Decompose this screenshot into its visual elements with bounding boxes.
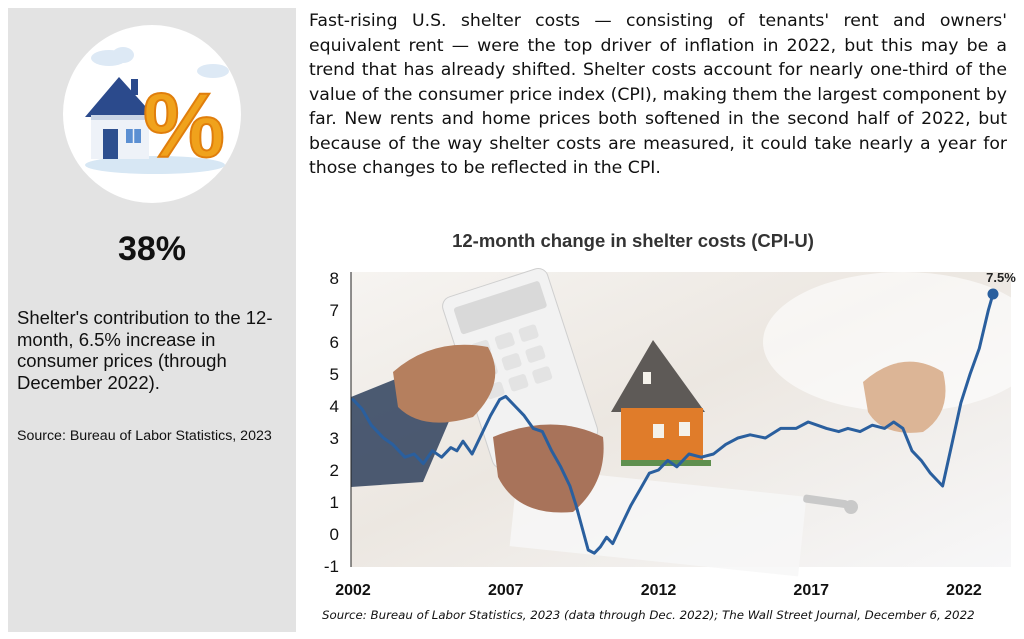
svg-text:%: % (143, 75, 225, 177)
house-percent-icon: % (63, 25, 241, 203)
y-tick-label: 3 (330, 429, 339, 448)
x-tick-label: 2002 (335, 582, 371, 599)
shelter-cost-chart: -1 0 1 2 3 4 5 6 7 8 2002 2007 2012 2017 2022 7.5% 12… (324, 230, 1016, 599)
y-tick-label: 2 (330, 461, 339, 480)
y-tick-label: 7 (330, 301, 339, 320)
stat-description: Shelter's contribution to the 12-month, … (17, 307, 273, 393)
end-point (987, 288, 999, 300)
y-tick-label: 4 (330, 397, 339, 416)
y-tick-label: 8 (330, 269, 339, 288)
stat-value: 38% (117, 230, 187, 268)
x-tick-label: 2007 (488, 582, 524, 599)
intro-paragraph: Fast-rising U.S. shelter costs — consist… (309, 11, 1007, 178)
chart-title: 12-month change in shelter costs (CPI-U) (452, 230, 814, 251)
sidebar-source: Source: Bureau of Labor Statistics, 2023 (17, 428, 272, 444)
x-tick-label: 2017 (793, 582, 829, 599)
y-tick-label: 1 (330, 493, 339, 512)
end-point-label: 7.5% (986, 270, 1016, 285)
y-tick-label: 5 (330, 365, 339, 384)
y-tick-label: 0 (330, 525, 339, 544)
background-photo (351, 268, 1016, 577)
x-tick-label: 2022 (946, 582, 982, 599)
x-tick-label: 2012 (641, 582, 677, 599)
y-tick-label: 6 (330, 333, 339, 352)
y-tick-label: -1 (324, 557, 339, 576)
series-line (351, 292, 995, 555)
chart-source: Source: Bureau of Labor Statistics, 2023… (322, 608, 975, 622)
